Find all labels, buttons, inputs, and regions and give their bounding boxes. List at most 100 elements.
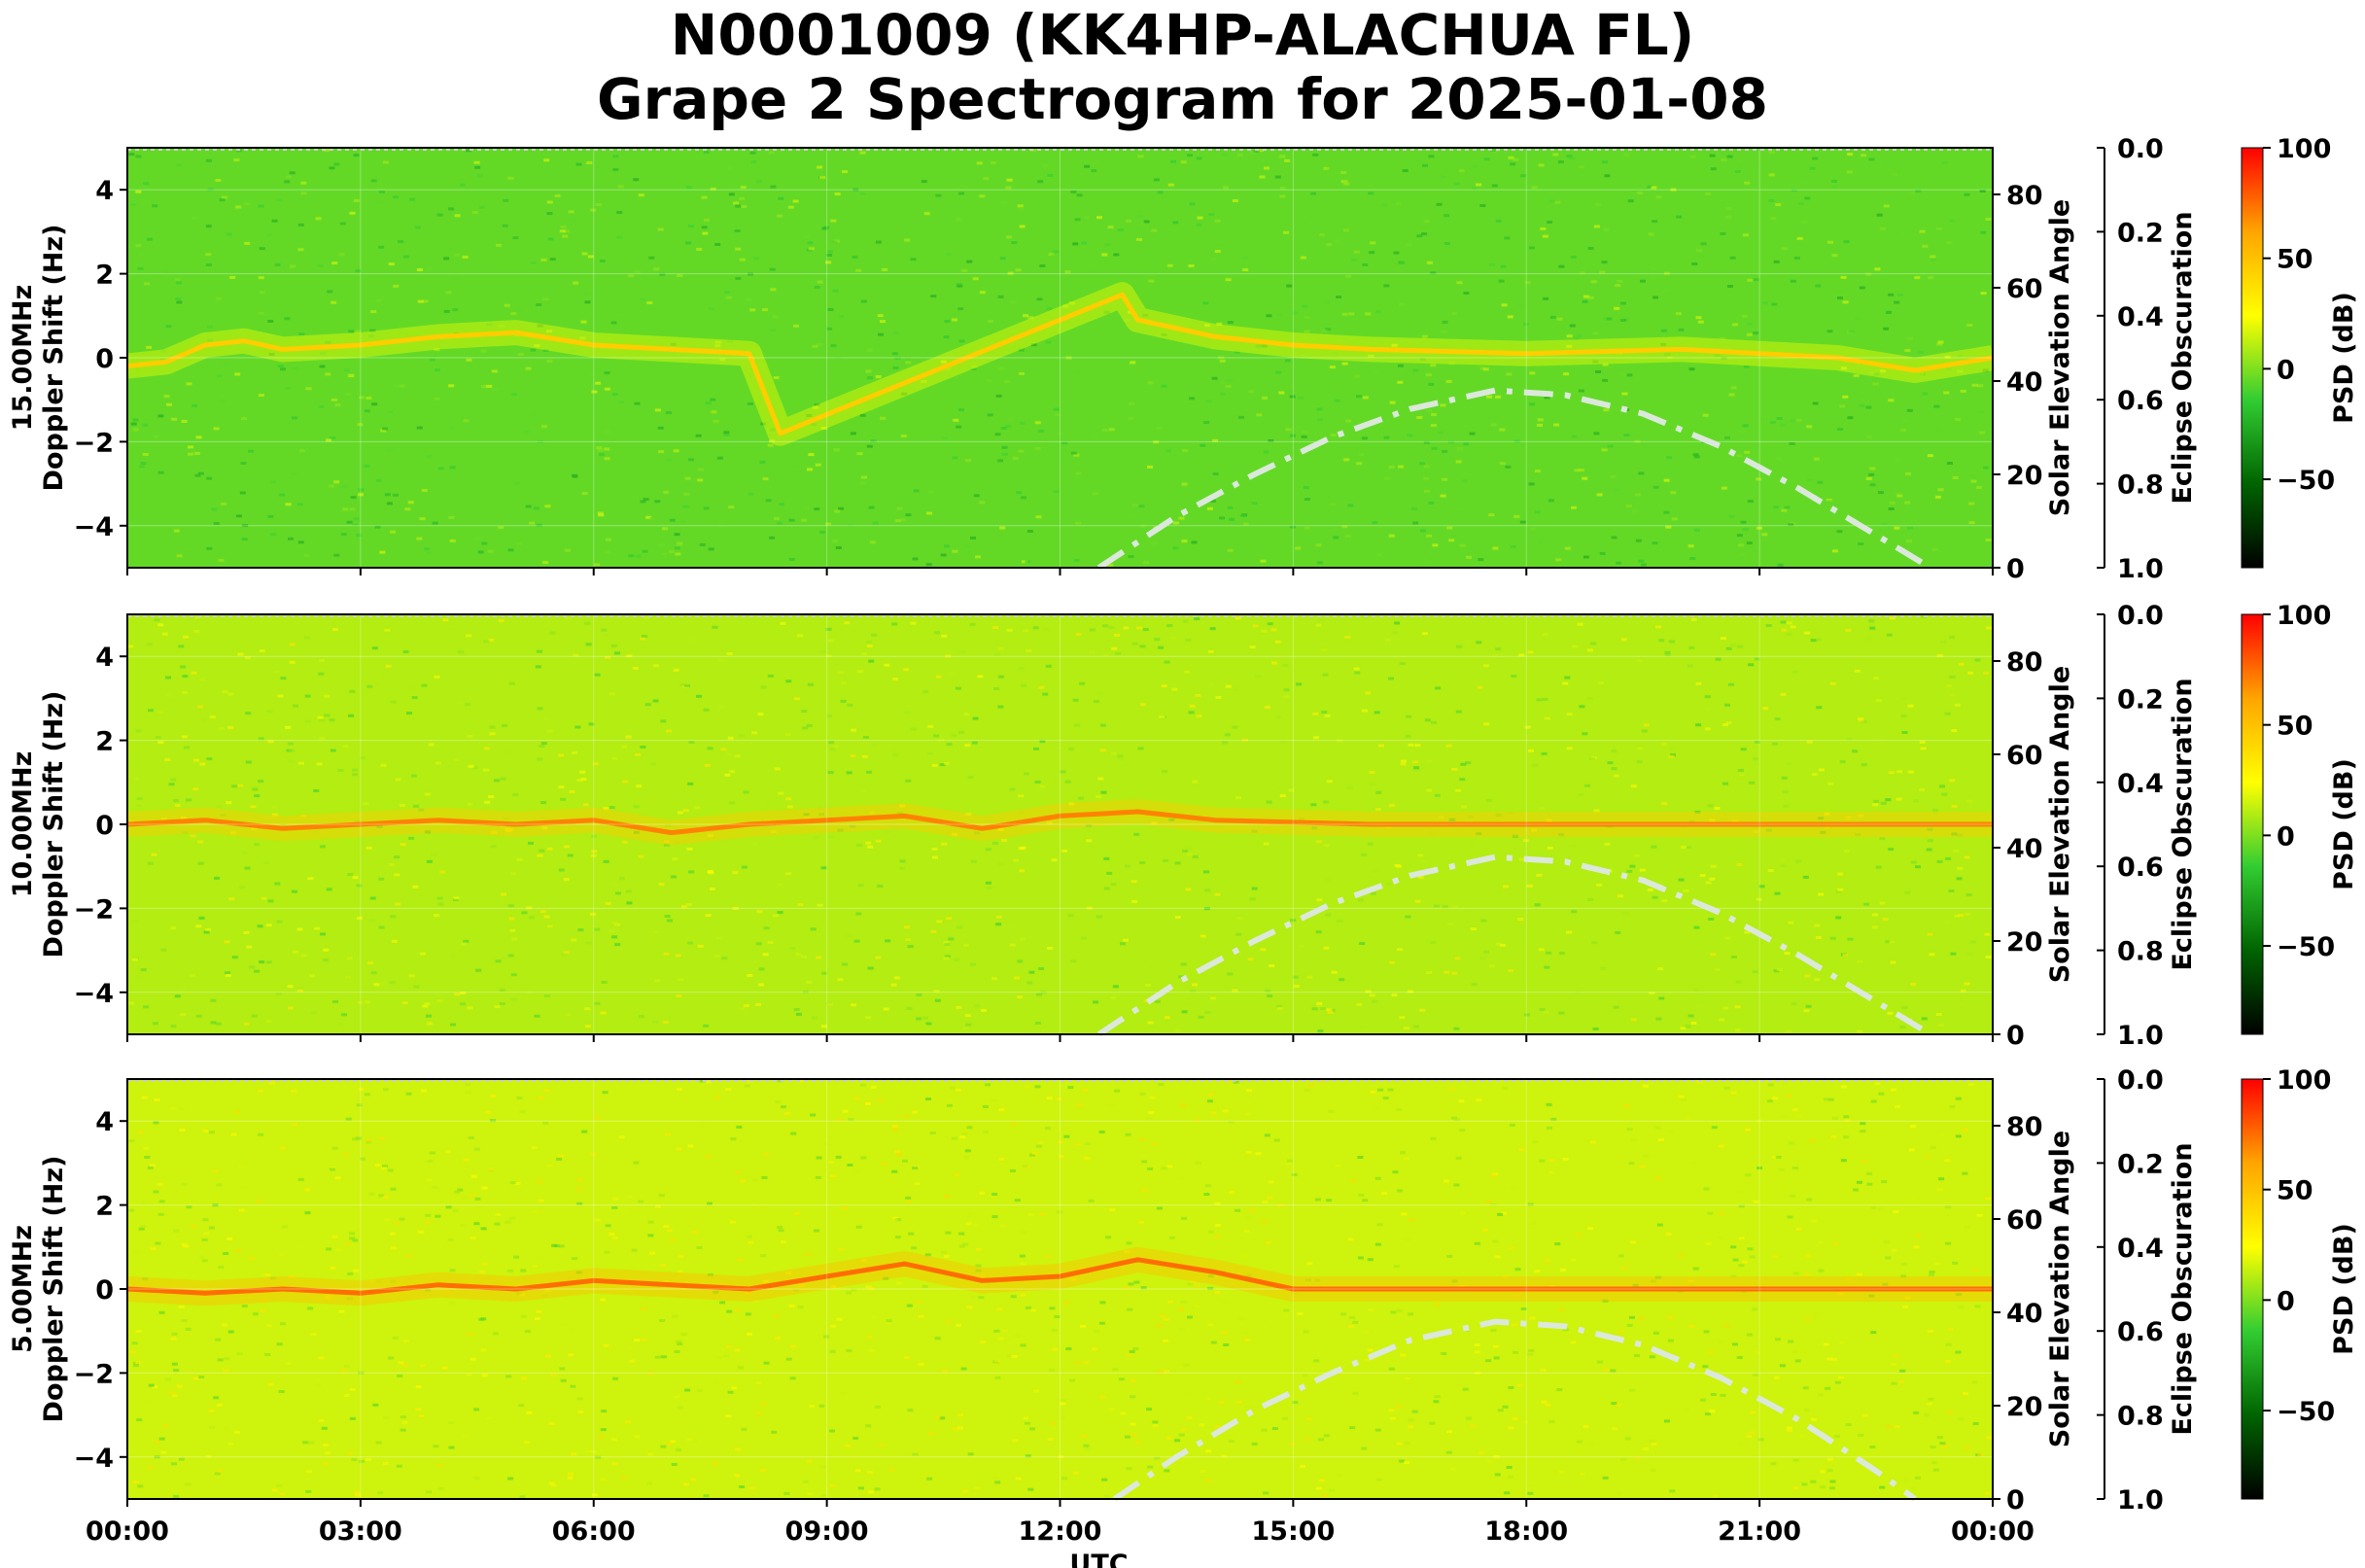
noise-cell [1389,401,1396,404]
noise-cell [617,185,624,189]
noise-cell [1814,923,1821,927]
noise-cell [865,841,872,845]
noise-cell [1301,353,1307,357]
noise-cell [1365,312,1372,316]
noise-cell [223,826,229,830]
noise-cell [941,1250,947,1254]
noise-cell [1327,1010,1334,1014]
noise-cell [235,1249,242,1252]
noise-cell [733,201,739,205]
noise-cell [1566,344,1573,348]
noise-cell [448,628,455,631]
noise-cell [1120,942,1126,946]
noise-cell [1375,791,1382,794]
noise-cell [1243,1230,1250,1234]
noise-cell [382,1462,389,1465]
noise-cell [1749,1431,1756,1435]
noise-cell [228,897,235,901]
noise-cell [640,745,646,749]
noise-cell [1195,1161,1201,1165]
noise-cell [317,715,324,719]
noise-cell [673,668,679,672]
noise-cell [452,276,459,280]
noise-cell [808,453,815,457]
noise-cell [1789,442,1795,445]
elevation-tick-label: 20 [2006,927,2043,958]
noise-cell [1790,419,1796,423]
noise-cell [1650,1439,1655,1443]
noise-cell [788,518,795,522]
noise-cell [421,488,428,492]
noise-cell [714,340,721,344]
noise-cell [1756,526,1762,530]
noise-cell [388,1356,395,1360]
noise-cell [1192,780,1199,784]
noise-cell [1235,1380,1241,1384]
noise-cell [1781,508,1788,512]
noise-cell [1826,1469,1833,1473]
noise-cell [237,1165,244,1168]
noise-cell [735,204,742,208]
noise-cell [1829,936,1836,940]
noise-cell [207,188,214,192]
noise-cell [726,1345,733,1349]
noise-cell [1874,267,1881,271]
noise-cell [1058,432,1063,436]
noise-cell [1869,626,1876,630]
noise-cell [622,780,628,784]
noise-cell [1385,882,1392,886]
noise-cell [1268,439,1274,442]
noise-cell [1832,1116,1838,1120]
noise-cell [559,817,566,820]
noise-cell [855,268,862,272]
noise-cell [1341,525,1348,529]
noise-cell [345,392,352,396]
noise-cell [1463,292,1470,295]
noise-cell [1056,1098,1062,1101]
noise-cell [1194,1305,1200,1308]
noise-cell [1292,975,1299,979]
noise-cell [510,973,517,977]
noise-cell [488,638,495,642]
noise-cell [1316,561,1323,565]
noise-cell [1502,1087,1509,1090]
noise-cell [1900,714,1907,718]
noise-cell [1319,1007,1326,1010]
noise-cell [1602,1299,1609,1303]
noise-cell [785,1272,792,1275]
noise-cell [836,1118,843,1122]
noise-cell [558,753,565,757]
noise-cell [1768,173,1775,177]
noise-cell [145,276,152,280]
noise-cell [270,480,277,484]
noise-cell [1392,1170,1399,1174]
noise-cell [891,1169,898,1173]
noise-cell [1791,1108,1798,1112]
noise-cell [807,241,814,245]
noise-cell [297,540,304,544]
noise-cell [1076,193,1083,197]
noise-cell [853,720,860,724]
noise-cell [951,1136,957,1140]
noise-cell [696,694,702,698]
noise-cell [1795,1114,1802,1118]
noise-cell [473,537,480,540]
noise-cell [1445,379,1452,383]
noise-cell [1094,700,1099,703]
noise-cell [1047,1438,1054,1442]
noise-cell [739,1485,746,1488]
noise-cell [690,1481,697,1484]
noise-cell [1694,810,1701,814]
noise-cell [809,1405,816,1409]
noise-cell [1578,793,1584,796]
noise-cell [1146,1408,1152,1411]
noise-cell [1162,770,1168,774]
noise-cell [1676,215,1683,219]
noise-cell [1164,660,1170,664]
noise-cell [1956,877,1963,881]
noise-cell [1891,1248,1897,1252]
noise-cell [835,1155,842,1159]
noise-cell [1883,1240,1890,1244]
noise-cell [1860,1130,1866,1133]
noise-cell [1469,842,1475,846]
